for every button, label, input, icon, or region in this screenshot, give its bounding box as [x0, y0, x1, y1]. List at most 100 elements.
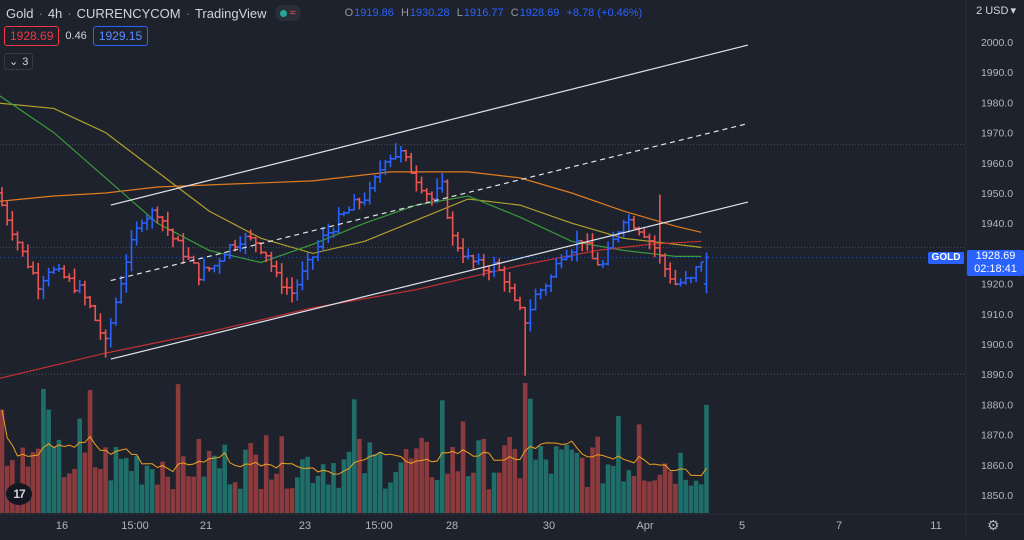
- volume-bar: [181, 456, 186, 513]
- volume-bar: [186, 476, 191, 513]
- tradingview-logo-icon[interactable]: 17: [6, 483, 32, 505]
- market-status[interactable]: ≈: [274, 5, 301, 21]
- price-tick-label: 1970.0: [981, 128, 1013, 140]
- buy-button[interactable]: 1929.15: [92, 26, 149, 46]
- volume-bar: [243, 449, 248, 513]
- volume-bar: [212, 455, 217, 513]
- volume-bar: [507, 437, 512, 513]
- volume-bar: [326, 484, 331, 513]
- volume-bar: [217, 468, 222, 513]
- time-tick-label: 15:00: [121, 520, 149, 532]
- volume-bar: [486, 489, 492, 513]
- high-value: 1930.28: [409, 7, 450, 19]
- change-value: +8.78 (+0.46%): [566, 7, 643, 19]
- time-tick-label: 23: [299, 520, 311, 532]
- time-tick-label: 15:00: [365, 520, 393, 532]
- volume-bar: [165, 476, 171, 513]
- volume-bar: [274, 473, 279, 513]
- volume-bar: [294, 477, 300, 513]
- volume-bar: [424, 441, 430, 513]
- volume-bar: [56, 439, 62, 513]
- time-tick-label: 5: [739, 520, 745, 532]
- volume-bar: [51, 446, 57, 513]
- price-tick-label: 1940.0: [981, 218, 1013, 230]
- volume-bar: [346, 451, 352, 513]
- volume-bar: [67, 473, 72, 513]
- volume-bar: [605, 464, 611, 513]
- volume-bar: [134, 455, 139, 513]
- volume-bar: [41, 388, 46, 513]
- currency-selector[interactable]: 2 USD ▾: [976, 4, 1016, 18]
- sell-button[interactable]: 1928.69: [4, 26, 60, 46]
- volume-bar: [253, 454, 259, 513]
- interval-label[interactable]: 4h: [47, 5, 63, 21]
- volume-bar: [548, 473, 554, 513]
- price-tick-label: 1980.0: [981, 97, 1013, 109]
- channel-lower-line: [110, 201, 749, 360]
- volume-bar: [460, 421, 466, 513]
- volume-bar: [419, 437, 424, 513]
- volume-bar: [289, 488, 295, 513]
- volume-bar: [502, 445, 507, 513]
- volume-bar: [465, 476, 471, 513]
- volume-bar: [481, 438, 487, 513]
- volume-bar: [528, 398, 533, 513]
- volume-bar: [124, 457, 129, 513]
- volume-bar: [616, 416, 621, 513]
- volume-bar: [35, 448, 41, 513]
- volume-bar: [450, 446, 455, 513]
- volume-bar: [517, 478, 523, 513]
- last-price: 1928.69: [975, 250, 1016, 262]
- volume-bar: [20, 447, 26, 513]
- volume-bar: [383, 488, 388, 513]
- volume-ma-line: [1, 409, 707, 477]
- moving-average-1: [0, 171, 702, 233]
- volume-bar: [414, 448, 419, 513]
- volume-bar: [263, 435, 269, 513]
- price-tick-label: 1920.0: [981, 279, 1013, 291]
- volume-bar: [590, 447, 595, 513]
- moving-average-2: [0, 95, 702, 264]
- volume-bar: [269, 479, 274, 513]
- volume-bar: [491, 472, 497, 513]
- volume-bar: [393, 472, 398, 513]
- volume-bar: [118, 458, 124, 513]
- indicators-toggle[interactable]: ⌄ 3: [4, 53, 34, 70]
- volume-bar: [538, 446, 544, 513]
- volume-bar: [688, 485, 694, 513]
- source-label: TradingView: [194, 5, 267, 21]
- volume-bar: [206, 450, 212, 513]
- volume-bar: [662, 463, 668, 513]
- volume-bar: [408, 458, 414, 513]
- symbol-name[interactable]: Gold: [6, 5, 34, 21]
- volume-bar: [196, 438, 202, 513]
- volume-bar: [621, 481, 626, 513]
- price-tick-label: 1960.0: [981, 158, 1013, 170]
- volume-bar: [564, 444, 569, 513]
- volume-bar: [72, 468, 77, 513]
- volume-bar: [284, 488, 290, 513]
- volume-bar: [160, 461, 165, 513]
- volume-bar: [258, 488, 264, 513]
- time-tick-label: 21: [200, 520, 212, 532]
- time-tick-label: 30: [543, 520, 555, 532]
- price-tick-label: 1990.0: [981, 67, 1013, 79]
- volume-bar: [429, 477, 435, 513]
- volume-bar: [82, 452, 88, 513]
- volume-bar: [367, 442, 373, 513]
- moving-average-0: [0, 102, 702, 255]
- volume-bar: [445, 473, 450, 513]
- volume-bar: [139, 484, 145, 513]
- volume-bar: [595, 436, 600, 513]
- volume-bar: [585, 487, 590, 513]
- volume-bar: [372, 453, 378, 513]
- settings-gear-icon[interactable]: ⚙: [987, 517, 1000, 533]
- volume-bar: [320, 464, 326, 513]
- volume-bar: [657, 474, 663, 513]
- volume-bar: [398, 462, 404, 513]
- chevron-down-icon: ⌄: [9, 56, 19, 68]
- symbol-price-tag: GOLD: [928, 252, 964, 264]
- time-tick-label: 11: [930, 520, 941, 532]
